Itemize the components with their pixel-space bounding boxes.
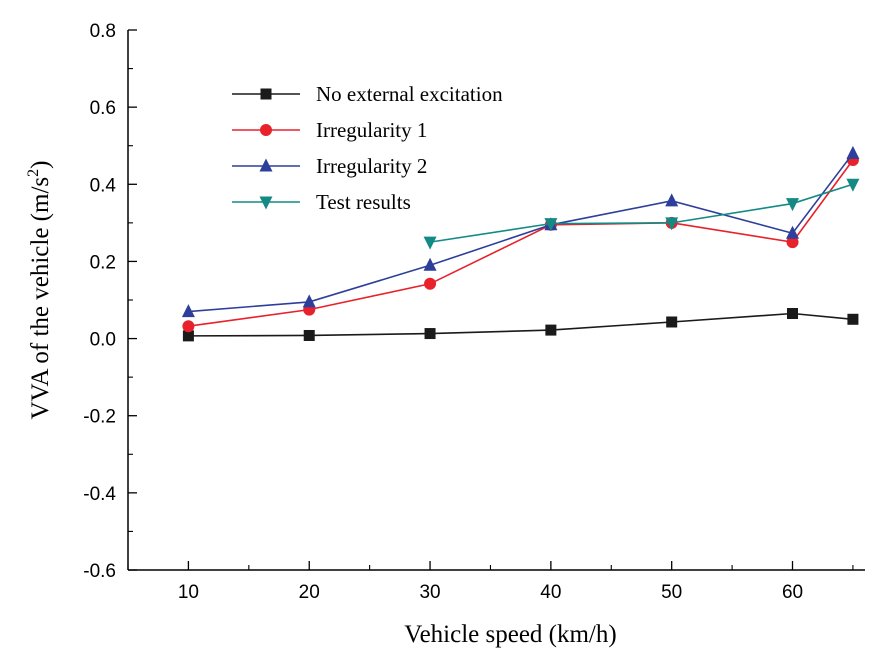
y-tick-label: 0.4: [90, 175, 117, 196]
x-tick-label: 40: [540, 582, 561, 603]
y-axis-title-sup: 2: [25, 169, 42, 177]
y-axis-title: VVA of the vehicle (m/s2): [25, 161, 54, 420]
series-line: [188, 159, 854, 328]
series-irregularity-1: [182, 153, 859, 333]
y-tick-label: 0.6: [90, 98, 116, 119]
data-point: [302, 294, 316, 308]
x-tick-label: 20: [299, 582, 320, 603]
data-point: [846, 145, 860, 159]
data-point: [181, 304, 195, 318]
data-point: [786, 225, 800, 239]
legend-marker: [260, 124, 272, 136]
legend-marker: [259, 158, 273, 172]
data-point: [424, 328, 436, 340]
legend-item: Test results: [232, 190, 411, 214]
data-point: [544, 218, 558, 232]
y-tick-label: 0.8: [90, 21, 116, 42]
series-line: [188, 152, 854, 313]
data-point: [847, 313, 859, 325]
legend-label: Irregularity 2: [316, 154, 427, 178]
data-point: [786, 236, 799, 249]
data-point: [182, 330, 194, 342]
y-tick-label: 0.0: [90, 330, 116, 351]
data-point: [545, 324, 557, 336]
legend-label: No external excitation: [316, 82, 503, 106]
data-point: [665, 217, 679, 231]
data-point: [665, 193, 679, 207]
data-point: [303, 329, 315, 341]
data-point: [846, 178, 860, 192]
x-tick-label: 60: [782, 582, 803, 603]
legend-item: No external excitation: [232, 82, 503, 106]
x-axis-title: Vehicle speed (km/h): [404, 621, 616, 648]
series-test-results: [423, 178, 860, 250]
legend-item: Irregularity 2: [232, 154, 427, 178]
x-tick-label: 10: [178, 582, 199, 603]
data-point: [423, 236, 437, 250]
series-irregularity-2: [181, 145, 860, 318]
legend: No external excitation Irregularity 1 Irre…: [232, 82, 503, 214]
legend-label: Irregularity 1: [316, 118, 427, 142]
y-axis-title-close: ): [27, 161, 54, 169]
axes: 10 20 30 40 50 60 -0.6 -0.4 -0.2 0.0 0.2 0.4 0.6 0.8: [83, 21, 865, 603]
series-no-external-excitation: [182, 308, 859, 342]
series-line: [188, 312, 853, 337]
data-point: [787, 308, 799, 319]
legend-label: Test results: [316, 190, 411, 214]
y-tick-label: 0.2: [90, 252, 116, 273]
series-layer: [181, 145, 860, 342]
legend-item: Irregularity 1: [232, 118, 427, 142]
x-tick-label: 50: [661, 582, 682, 603]
data-point: [182, 320, 195, 333]
y-tick-label: -0.2: [83, 407, 116, 428]
legend-marker: [260, 88, 272, 100]
data-point: [423, 257, 437, 271]
y-tick-label: -0.6: [83, 561, 116, 582]
data-point: [666, 316, 678, 328]
data-point: [424, 277, 437, 290]
data-point: [786, 198, 800, 212]
y-axis-title-main: VVA of the vehicle (m/s: [27, 177, 54, 420]
x-tick-label: 30: [419, 582, 440, 603]
legend-marker: [259, 196, 273, 210]
y-tick-label: -0.4: [83, 484, 116, 505]
